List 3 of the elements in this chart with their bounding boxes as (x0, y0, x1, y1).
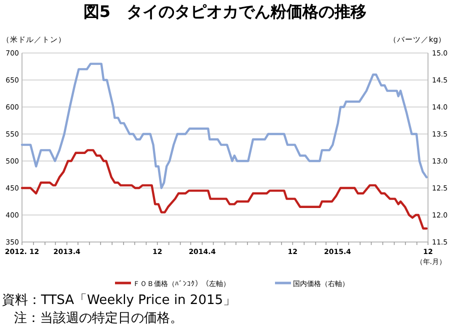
title: 図5 タイのタピオカでん粉価格の推移 (83, 2, 367, 21)
text: 注：当該週の特定日の価格。 (14, 310, 183, 326)
text: 資料：TTSA「Weekly Price in 2015」 (2, 293, 236, 308)
